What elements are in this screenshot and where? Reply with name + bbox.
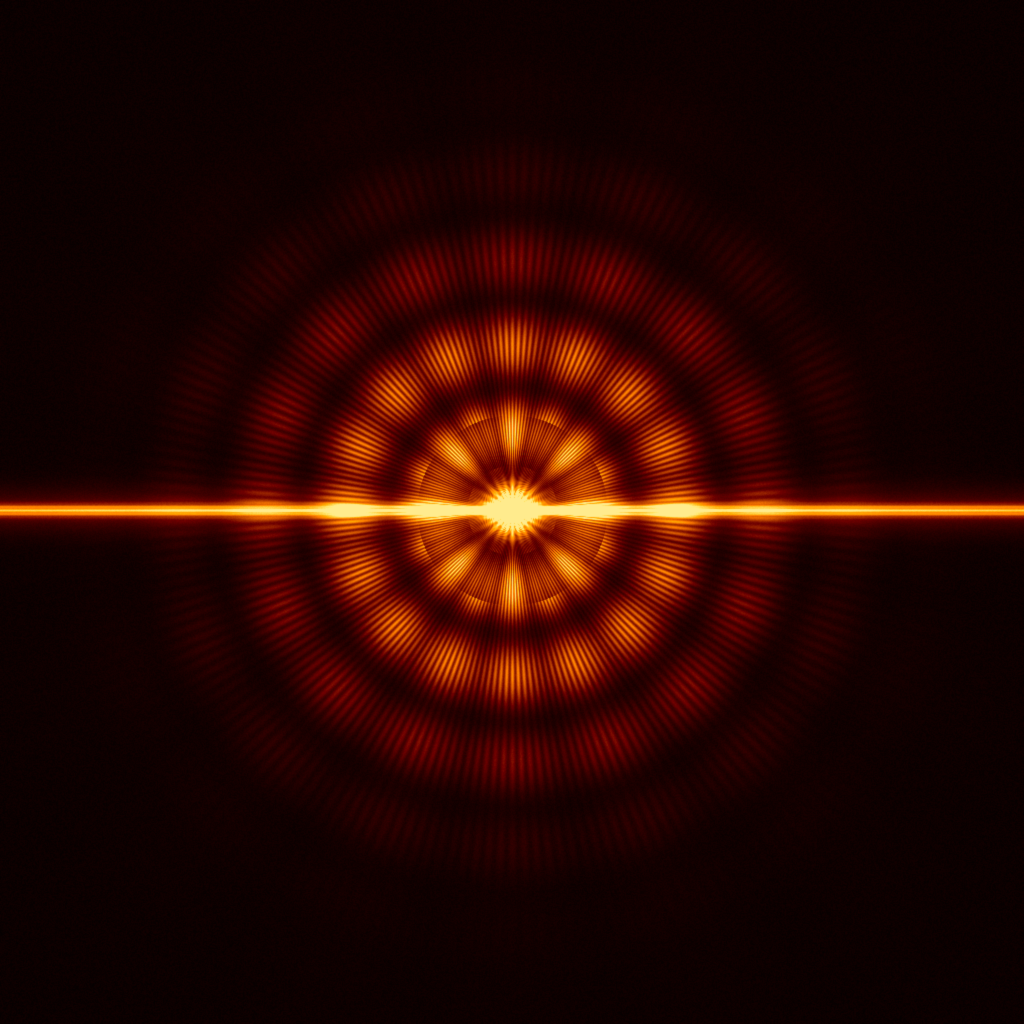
diffraction-image	[0, 0, 1024, 1024]
diffraction-pattern-canvas	[0, 0, 1024, 1024]
